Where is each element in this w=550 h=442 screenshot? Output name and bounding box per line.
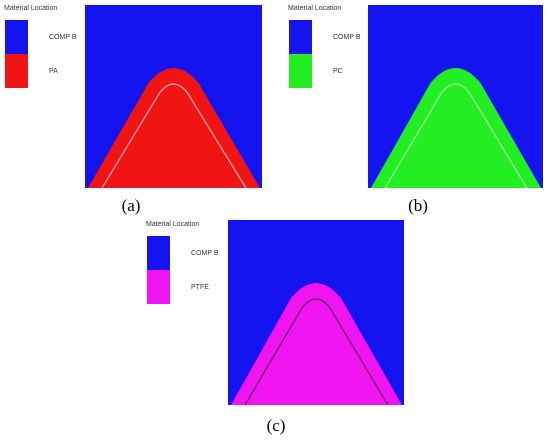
caption: (a) [122, 196, 141, 215]
legend-label: COMP B [49, 34, 77, 41]
legend-swatch [289, 54, 312, 88]
caption: (c) [267, 416, 286, 435]
cone [88, 68, 260, 188]
legend-label: COMP B [333, 34, 361, 41]
legend-swatch [5, 20, 28, 54]
panel: Material Location COMP B PA (a) [4, 5, 262, 215]
legend-swatch [147, 270, 170, 304]
panel: Material Location COMP B PC (b) [288, 5, 543, 215]
panel: Material Location COMP B PTFE (c) [146, 220, 404, 435]
cone-liner [101, 83, 247, 189]
legend-label: PC [333, 68, 343, 75]
legend-label: PA [49, 68, 58, 75]
legend-label: COMP B [191, 250, 219, 257]
legend-title: Material Location [288, 5, 341, 12]
cone-liner [244, 298, 389, 406]
legend-label: PTFE [191, 284, 209, 291]
legend-swatch [289, 20, 312, 54]
legend-swatch [5, 54, 28, 88]
cone [371, 68, 541, 188]
cone [231, 283, 402, 405]
cone-liner [384, 83, 528, 189]
legend-title: Material Location [4, 5, 57, 12]
caption: (b) [408, 196, 428, 215]
legend-title: Material Location [146, 221, 199, 228]
legend-swatch [147, 236, 170, 270]
